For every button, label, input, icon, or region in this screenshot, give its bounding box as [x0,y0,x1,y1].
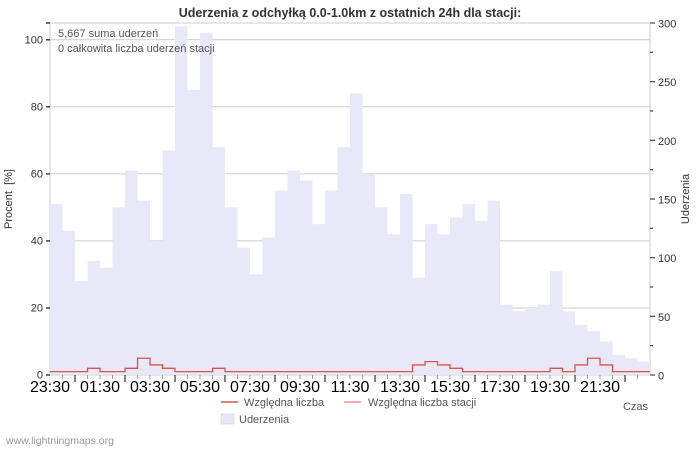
svg-text:200: 200 [658,136,676,148]
svg-text:5,667 suma uderzeń: 5,667 suma uderzeń [58,28,158,40]
svg-text:Względna liczba stacji: Względna liczba stacji [368,397,476,409]
svg-text:11:30: 11:30 [331,379,370,396]
svg-text:23:30: 23:30 [30,379,70,396]
svg-text:150: 150 [658,195,676,207]
svg-text:80: 80 [31,101,43,113]
svg-text:13:30: 13:30 [380,379,420,396]
svg-text:Względna liczba: Względna liczba [244,397,325,409]
svg-text:www.lightningmaps.org: www.lightningmaps.org [5,435,114,447]
svg-text:17:30: 17:30 [480,379,520,396]
svg-text:15:30: 15:30 [430,379,470,396]
svg-text:09:30: 09:30 [280,379,320,396]
svg-text:100: 100 [658,253,676,265]
svg-text:05:30: 05:30 [180,379,220,396]
svg-text:0: 0 [658,371,664,383]
svg-text:21:30: 21:30 [580,379,620,396]
svg-text:03:30: 03:30 [130,379,170,396]
svg-text:Procent [%]: Procent [%] [3,169,15,229]
svg-text:19:30: 19:30 [530,379,570,396]
svg-text:100: 100 [25,35,43,47]
svg-text:01:30: 01:30 [80,379,120,396]
svg-text:0 całkowita liczba uderzeń sta: 0 całkowita liczba uderzeń stacji [58,43,215,55]
svg-text:300: 300 [658,19,676,31]
svg-text:20: 20 [31,303,43,315]
svg-text:Uderzenia: Uderzenia [680,173,692,224]
svg-text:250: 250 [658,77,676,89]
svg-text:Czas: Czas [623,401,649,413]
svg-text:60: 60 [31,168,43,180]
svg-text:Uderzenia: Uderzenia [239,414,290,426]
svg-text:40: 40 [31,235,43,247]
svg-text:50: 50 [658,312,670,324]
svg-text:07:30: 07:30 [230,379,270,396]
